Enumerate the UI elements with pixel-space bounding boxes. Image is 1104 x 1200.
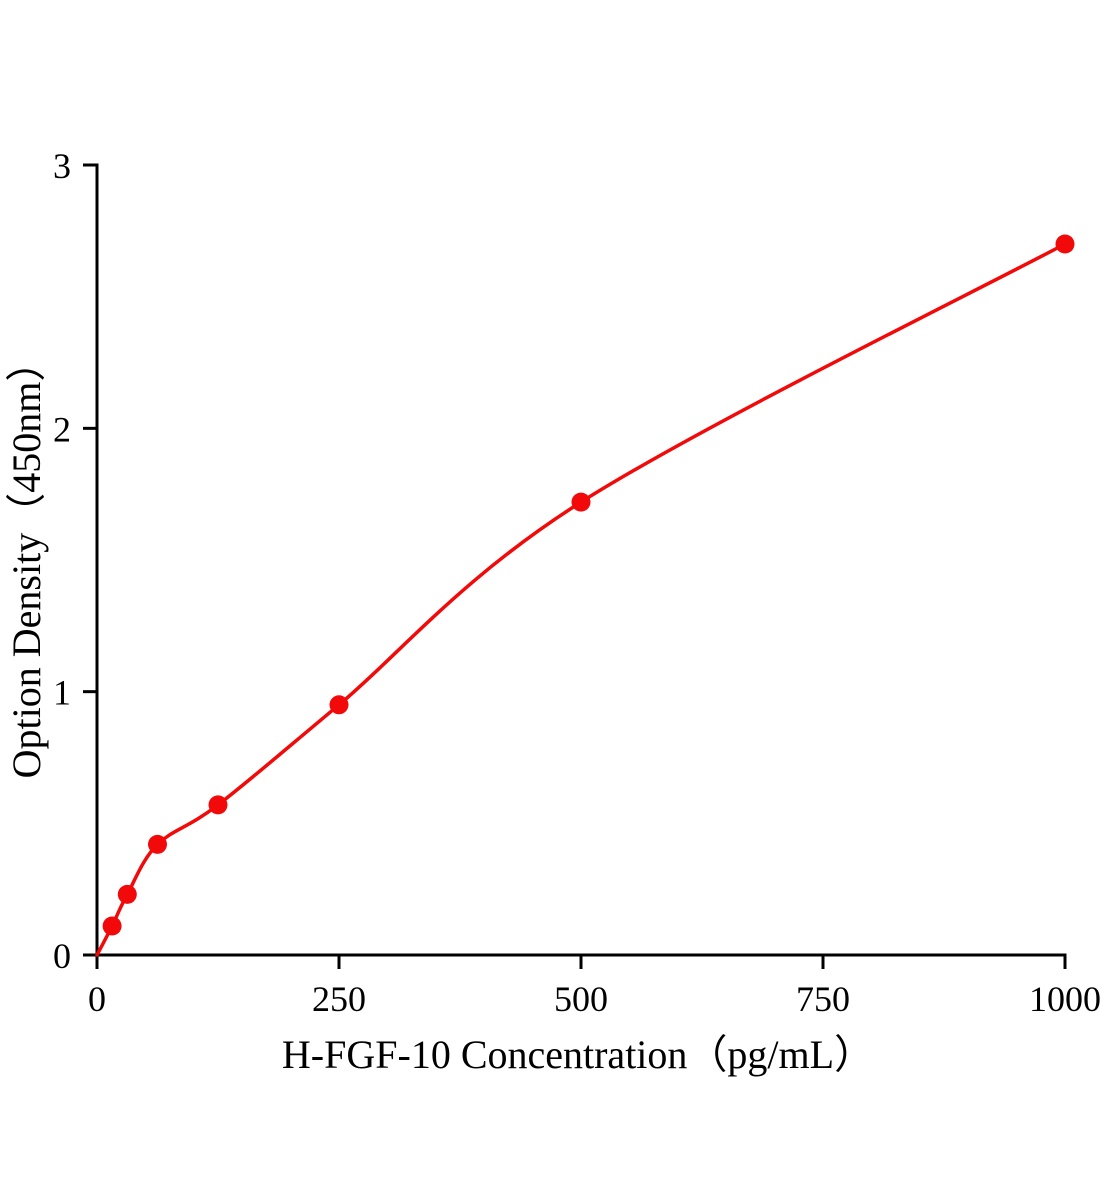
fit-curve xyxy=(95,242,1067,957)
data-point xyxy=(117,884,137,904)
data-point xyxy=(571,492,591,512)
y-tick-label: 0 xyxy=(53,936,71,976)
axes xyxy=(95,163,1067,957)
y-tick-label: 2 xyxy=(53,409,71,449)
x-tick-label: 1000 xyxy=(1029,979,1101,1019)
data-point xyxy=(1055,234,1075,254)
y-tick-label: 1 xyxy=(53,673,71,713)
data-point xyxy=(208,795,228,815)
data-point xyxy=(148,834,167,854)
x-tick-label: 500 xyxy=(554,979,608,1019)
x-axis-title: H-FGF-10 Concentration（pg/mL） xyxy=(282,1032,874,1077)
data-point xyxy=(102,916,122,936)
x-tick-label: 0 xyxy=(88,979,106,1019)
data-point xyxy=(329,695,349,715)
y-tick-label: 3 xyxy=(53,146,71,186)
y-axis-title: Option Density（450nm） xyxy=(4,342,49,779)
x-tick-label: 250 xyxy=(312,979,366,1019)
plot-area: 0 250 500 750 1000 0 1 2 3 xyxy=(53,146,1101,1019)
x-tick-label: 750 xyxy=(796,979,850,1019)
